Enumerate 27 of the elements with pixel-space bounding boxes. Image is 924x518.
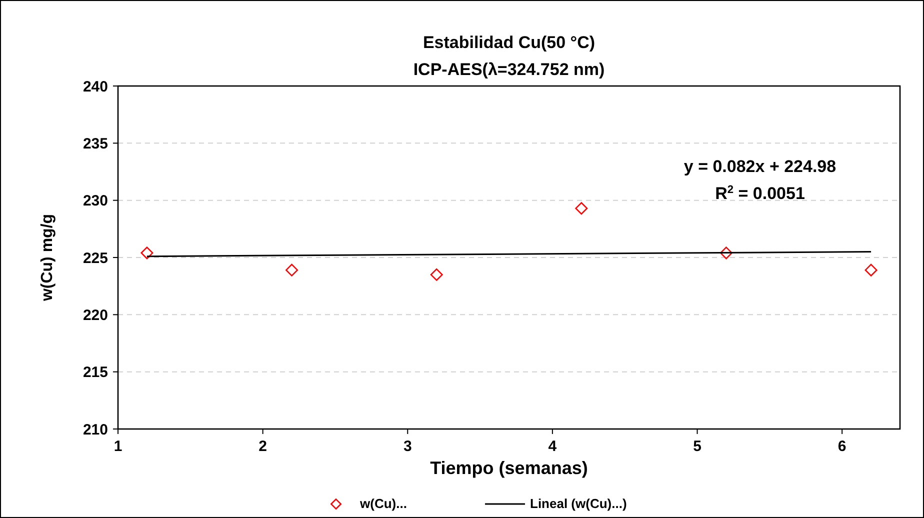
x-tick-label: 3	[403, 438, 412, 455]
annotation: y = 0.082x + 224.98	[684, 157, 836, 176]
legend-label: Lineal (w(Cu)...)	[530, 496, 627, 511]
y-axis-title: w(Cu) mg/g	[39, 214, 56, 302]
y-tick-label: 235	[82, 135, 108, 152]
point	[286, 264, 298, 276]
x-tick-label: 2	[258, 438, 267, 455]
annotation: R$^{2}$ = 0.0051	[715, 184, 805, 203]
y-tick-label: 225	[82, 250, 108, 267]
x-tick-label: 5	[693, 438, 702, 455]
point	[140, 246, 154, 260]
y-tick-label: 215	[82, 364, 108, 382]
y-tick-label: 210	[82, 421, 108, 438]
x-tick-label: 1	[114, 438, 122, 455]
x-tick-label: 4	[548, 438, 558, 455]
point	[864, 264, 878, 276]
legend-label: w(Cu)...	[359, 496, 407, 511]
chart-title: Estabilidad Cu(50 °C)	[422, 33, 596, 52]
x-axis-title: Tiempo (semanas)	[430, 458, 588, 478]
point	[720, 246, 732, 260]
y-tick-label: 240	[82, 78, 108, 96]
x-tick-label: 6	[838, 438, 846, 455]
y-tick-label: 230	[82, 192, 108, 210]
point	[430, 268, 443, 281]
y-tick-label: 220	[82, 306, 108, 324]
chart-subtitle: ICP-AES(λ=324.752 nm)	[413, 60, 605, 79]
point	[575, 202, 588, 215]
